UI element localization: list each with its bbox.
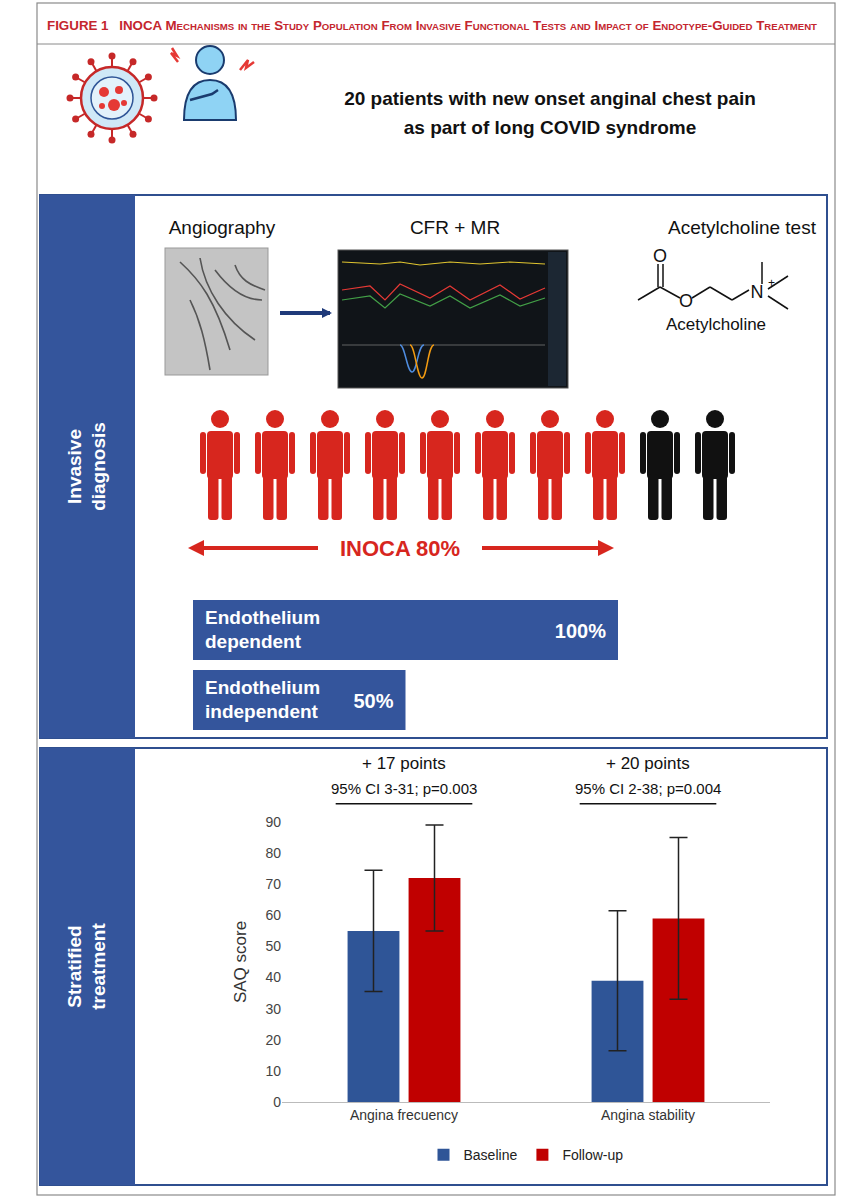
svg-text:Angina stability: Angina stability [601, 1107, 695, 1123]
svg-text:Endothelium: Endothelium [205, 607, 320, 628]
svg-text:+: + [768, 276, 775, 290]
svg-text:20: 20 [265, 1032, 281, 1048]
svg-text:O: O [679, 291, 693, 311]
svg-text:Acetylcholine: Acetylcholine [666, 315, 766, 334]
svg-text:INOCA 80%: INOCA 80% [340, 536, 460, 561]
svg-text:90: 90 [265, 814, 281, 830]
svg-text:10: 10 [265, 1063, 281, 1079]
svg-text:+ 17 points: + 17 points [362, 754, 446, 773]
svg-text:60: 60 [265, 907, 281, 923]
svg-text:Acetylcholine test: Acetylcholine test [668, 217, 817, 238]
svg-text:Angina frecuency: Angina frecuency [350, 1107, 458, 1123]
svg-text:95% CI 3-31; p=0.003: 95% CI 3-31; p=0.003 [331, 780, 477, 797]
svg-text:95% CI 2-38; p=0.004: 95% CI 2-38; p=0.004 [575, 780, 721, 797]
svg-text:SAQ score: SAQ score [231, 921, 250, 1003]
svg-text:Baseline: Baseline [464, 1147, 518, 1163]
svg-text:50: 50 [265, 938, 281, 954]
svg-text:Follow-up: Follow-up [562, 1147, 623, 1163]
svg-text:+ 20 points: + 20 points [606, 754, 690, 773]
svg-text:20 patients with new onset ang: 20 patients with new onset anginal chest… [344, 88, 756, 109]
svg-text:Invasivediagnosis: Invasivediagnosis [64, 422, 109, 511]
svg-text:Endothelium: Endothelium [205, 677, 320, 698]
svg-text:dependent: dependent [205, 631, 302, 652]
svg-text:50%: 50% [353, 690, 393, 712]
svg-text:30: 30 [265, 1001, 281, 1017]
svg-text:independent: independent [205, 701, 319, 722]
svg-text:Stratifiedtreatment: Stratifiedtreatment [64, 923, 109, 1010]
svg-text:CFR + MR: CFR + MR [410, 217, 500, 238]
svg-text:Angiography: Angiography [169, 217, 276, 238]
svg-text:100%: 100% [555, 620, 606, 642]
svg-text:70: 70 [265, 876, 281, 892]
svg-text:80: 80 [265, 845, 281, 861]
svg-text:N: N [751, 282, 764, 302]
svg-text:40: 40 [265, 969, 281, 985]
svg-text:O: O [653, 246, 667, 266]
svg-text:0: 0 [273, 1094, 281, 1110]
svg-text:FIGURE 1INOCA Mechanisms in th: FIGURE 1INOCA Mechanisms in the Study Po… [47, 19, 818, 33]
svg-text:as part of long COVID syndrome: as part of long COVID syndrome [404, 117, 696, 138]
